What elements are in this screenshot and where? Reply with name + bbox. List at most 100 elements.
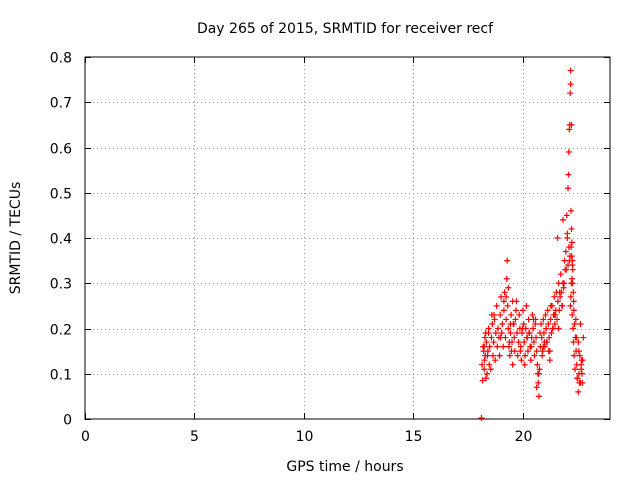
data-point	[569, 311, 576, 318]
data-point	[481, 343, 488, 350]
data-point	[544, 307, 551, 314]
data-point	[492, 357, 499, 364]
data-point	[509, 361, 516, 368]
data-point	[570, 325, 577, 332]
data-point	[511, 334, 518, 341]
data-point	[512, 316, 519, 323]
data-point	[495, 325, 501, 332]
data-point	[490, 339, 497, 346]
y-tick-label: 0.4	[50, 232, 72, 248]
data-point	[529, 311, 536, 318]
y-tick-label: 0.1	[50, 368, 72, 384]
data-point	[555, 325, 562, 332]
data-point	[570, 298, 577, 305]
data-point	[500, 343, 507, 350]
data-point	[551, 293, 558, 300]
data-point	[546, 334, 553, 341]
x-tick-label: 10	[296, 429, 314, 445]
data-point	[567, 293, 574, 300]
data-point	[578, 366, 585, 373]
data-point	[498, 330, 505, 337]
data-point	[505, 284, 512, 291]
data-point	[497, 311, 504, 318]
data-point	[556, 289, 563, 296]
y-axis-title: SRMTID / TECUs	[8, 182, 24, 295]
data-point	[503, 316, 510, 323]
data-point	[518, 357, 525, 364]
data-point	[574, 375, 581, 382]
plot-frame	[84, 56, 611, 420]
data-point	[565, 149, 572, 156]
data-point	[514, 330, 521, 337]
data-point	[507, 320, 514, 327]
data-point	[564, 230, 571, 237]
data-point	[515, 339, 522, 346]
x-tick-label: 15	[405, 429, 423, 445]
data-point	[538, 320, 545, 327]
data-point	[497, 334, 504, 341]
data-point	[533, 348, 540, 355]
data-point	[565, 244, 572, 251]
data-point	[488, 334, 495, 341]
data-point	[509, 298, 516, 305]
data-point	[484, 352, 491, 359]
data-point	[556, 307, 563, 314]
data-point	[559, 216, 566, 223]
y-tick-label: 0.2	[50, 323, 72, 339]
data-point	[506, 352, 513, 359]
data-point	[547, 316, 554, 323]
data-point	[537, 330, 543, 337]
data-point	[568, 207, 575, 214]
data-point	[489, 320, 496, 327]
data-point	[575, 348, 582, 355]
data-point	[530, 339, 537, 346]
data-point	[520, 320, 527, 327]
data-point	[488, 311, 495, 318]
data-point	[503, 293, 510, 300]
data-point	[514, 352, 521, 359]
data-point	[571, 352, 578, 359]
data-point	[527, 357, 534, 364]
data-point	[508, 348, 515, 355]
data-point	[494, 343, 501, 350]
data-point	[498, 293, 505, 300]
data-point	[561, 280, 568, 287]
data-point	[572, 316, 579, 323]
data-point	[479, 361, 486, 368]
data-point	[578, 357, 585, 364]
data-point	[523, 334, 530, 341]
data-point	[568, 239, 575, 246]
data-point	[532, 316, 539, 323]
data-point	[547, 302, 554, 309]
data-point	[524, 348, 531, 355]
data-point	[543, 339, 550, 346]
data-point	[484, 370, 491, 377]
data-point	[558, 302, 565, 309]
x-tick-label: 5	[190, 429, 199, 445]
data-point	[521, 361, 528, 368]
data-point	[503, 275, 510, 282]
data-point	[504, 302, 511, 309]
data-point	[557, 271, 564, 278]
data-point	[530, 325, 536, 332]
data-point	[533, 334, 540, 341]
data-point	[551, 311, 558, 318]
data-point	[576, 352, 583, 359]
data-point	[482, 330, 489, 337]
y-tick-label: 0.5	[50, 187, 72, 203]
data-point	[540, 316, 547, 323]
data-point	[485, 325, 492, 332]
data-points	[478, 67, 587, 421]
data-point	[483, 339, 490, 346]
data-point	[508, 311, 515, 318]
data-point	[500, 307, 507, 314]
data-point	[543, 325, 550, 332]
data-point	[565, 262, 571, 269]
data-point	[550, 325, 557, 332]
x-tick-label: 20	[515, 429, 533, 445]
data-point	[577, 320, 584, 327]
y-tick-label: 0.6	[50, 142, 72, 158]
y-axis-tick-labels: 0 0.1 0.2 0.3 0.4 0.5 0.6 0.7 0.8	[50, 51, 72, 429]
data-point	[489, 352, 496, 359]
data-point	[481, 357, 488, 364]
